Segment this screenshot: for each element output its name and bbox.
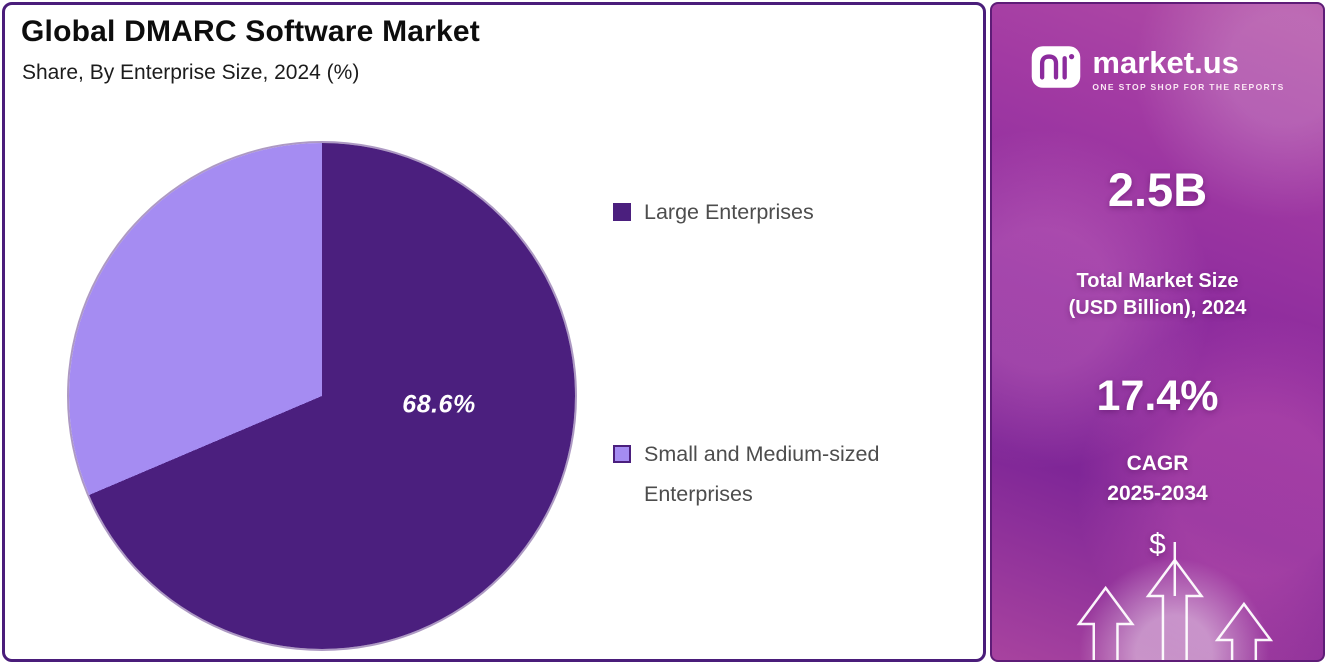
market-size-label-line1: Total Market Size — [1076, 270, 1239, 292]
chart-panel: Global DMARC Software Market Share, By E… — [2, 2, 986, 662]
pie-data-label: 68.6% — [402, 390, 476, 419]
legend-swatch-sme — [613, 445, 631, 463]
market-size-label: Total Market Size (USD Billion), 2024 — [992, 268, 1323, 322]
market-size-label-line2: (USD Billion), 2024 — [1068, 297, 1247, 319]
page-title: Global DMARC Software Market — [21, 15, 480, 48]
legend-item-large-enterprises: Large Enterprises — [613, 193, 814, 233]
market-logo-textblock: market.us ONE STOP SHOP FOR THE REPORTS — [1092, 47, 1284, 92]
cagr-value: 17.4% — [1096, 372, 1219, 420]
sidebar-panel: market.us ONE STOP SHOP FOR THE REPORTS … — [990, 2, 1325, 662]
legend-label: Large Enterprises — [644, 200, 814, 224]
market-logo: market.us ONE STOP SHOP FOR THE REPORTS — [992, 44, 1323, 95]
pie-chart-wrap: 68.6% — [69, 143, 575, 649]
market-logo-text: market.us — [1092, 45, 1239, 80]
page-subtitle: Share, By Enterprise Size, 2024 (%) — [22, 61, 360, 84]
pie-chart — [69, 143, 575, 649]
dollar-icon: $ — [1149, 528, 1166, 561]
market-size-value: 2.5B — [1107, 163, 1208, 216]
market-logo-icon — [1030, 44, 1082, 95]
cagr-period: 2025-2034 — [1107, 482, 1208, 505]
market-logo-tagline: ONE STOP SHOP FOR THE REPORTS — [1092, 82, 1285, 92]
legend-swatch-large-enterprises — [613, 203, 631, 221]
legend-item-sme: Small and Medium-sized Enterprises — [613, 435, 958, 515]
growth-arrows-icon — [1076, 542, 1274, 660]
cagr-label: CAGR — [1126, 452, 1189, 475]
legend-label: Small and Medium-sized Enterprises — [644, 442, 880, 506]
